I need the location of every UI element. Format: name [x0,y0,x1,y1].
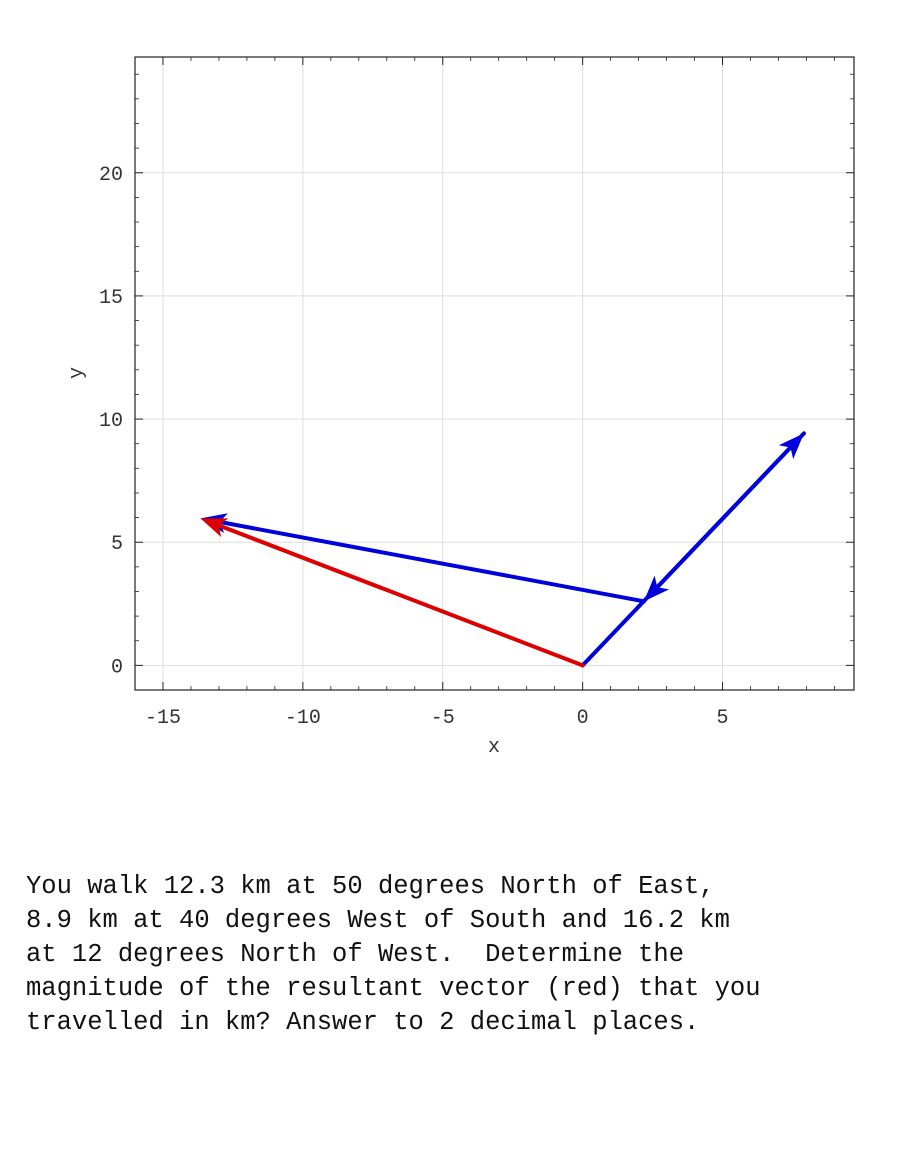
question-line: at 12 degrees North of West. Determine t… [26,940,685,969]
plot-area [134,56,855,691]
x-tick-label: -5 [431,707,455,730]
question-line: travelled in km? Answer to 2 decimal pla… [26,1008,700,1037]
question-line: You walk 12.3 km at 50 degrees North of … [26,872,715,901]
vector-arrowhead [643,575,670,602]
question-text: You walk 12.3 km at 50 degrees North of … [26,870,886,1040]
y-tick-label: 20 [99,164,123,187]
vector-shaft [657,431,806,588]
vectors [200,431,806,668]
vector-shaft [218,524,585,668]
y-tick-label: 10 [99,410,123,433]
vector-arrow [200,518,585,668]
x-tick-label: -10 [285,707,321,730]
vector-arrow [200,513,646,604]
vector-shaft [220,520,646,604]
question-line: magnitude of the resultant vector (red) … [26,974,761,1003]
vector-chart: -15 -10 -5 0 5 0 5 10 15 20 x y [66,56,855,759]
vector-arrowhead [200,518,229,537]
vector-arrow [643,431,806,602]
y-axis-label: y [66,367,89,379]
y-tick-label: 5 [111,533,123,556]
x-tick-label: 5 [717,707,729,730]
x-tick-label: 0 [577,707,589,730]
y-tick-label: 15 [99,287,123,310]
x-axis-label: x [488,736,500,759]
grid [135,57,854,690]
axis-ticks: -15 -10 -5 0 5 0 5 10 15 20 [99,57,854,730]
y-tick-label: 0 [111,656,123,679]
x-tick-label: -15 [145,707,181,730]
question-line: 8.9 km at 40 degrees West of South and 1… [26,906,730,935]
